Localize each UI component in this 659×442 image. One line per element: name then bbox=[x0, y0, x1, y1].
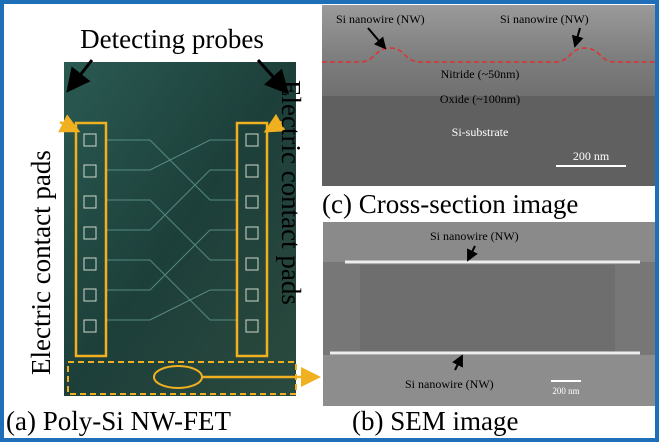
left-pads-label: Electric contact pads bbox=[26, 150, 56, 375]
substrate bbox=[322, 96, 655, 186]
nanowire-label: Si nanowire (NW) bbox=[430, 229, 519, 243]
caption-b: (b) SEM image bbox=[352, 406, 518, 436]
region bbox=[360, 265, 615, 351]
layer-label: Oxide (~100nm) bbox=[440, 92, 520, 106]
figure: Detecting probes Electric contact pads E… bbox=[0, 0, 659, 442]
right-pads-label: Electric contact pads bbox=[276, 80, 306, 305]
nanowire-label: Si nanowire (NW) bbox=[405, 377, 494, 391]
layer-label: Si-substrate bbox=[452, 125, 509, 139]
nanowire-label: Si nanowire (NW) bbox=[500, 12, 589, 26]
probes-label: Detecting probes bbox=[80, 24, 264, 54]
caption-a: (a) Poly-Si NW-FET bbox=[6, 406, 231, 436]
nanowire-label: Si nanowire (NW) bbox=[336, 12, 425, 26]
scale-label: 200 nm bbox=[573, 149, 610, 163]
caption-c: (c) Cross-section image bbox=[322, 189, 578, 219]
layer-label: Nitride (~50nm) bbox=[441, 67, 520, 81]
chip-image bbox=[64, 62, 296, 396]
scale-label: 200 nm bbox=[552, 386, 579, 396]
